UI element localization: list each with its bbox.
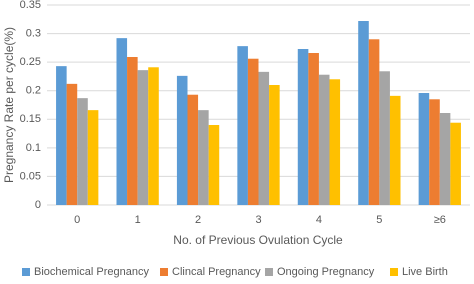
bar [208, 125, 220, 205]
x-tick-label: ≥6 [434, 214, 446, 226]
y-tick-label: 0.2 [26, 85, 41, 97]
legend-swatch [22, 268, 30, 276]
bar [450, 122, 461, 205]
bar [237, 46, 248, 206]
bar [379, 71, 390, 206]
bar [258, 71, 270, 205]
bar [358, 21, 369, 205]
legend-label: Live Birth [402, 266, 448, 278]
legend-swatch [265, 268, 273, 276]
bar [439, 113, 451, 205]
legend-label: Ongoing Pregnancy [277, 266, 375, 278]
bar [308, 53, 319, 205]
x-tick-label: 5 [376, 214, 382, 226]
bar [198, 110, 209, 205]
x-tick-label: 1 [135, 214, 141, 226]
legend-swatch [390, 268, 398, 276]
bar [418, 93, 430, 205]
bar [187, 94, 199, 205]
x-tick-label: 3 [255, 214, 261, 226]
y-tick-label: 0.05 [20, 170, 41, 182]
y-tick-label: 0 [35, 199, 41, 211]
y-tick-label: 0.15 [20, 113, 41, 125]
legend-label: Clincal Pregnancy [172, 266, 261, 278]
legend-swatch [160, 268, 168, 276]
bar [329, 79, 341, 205]
bar [297, 49, 309, 205]
bar [137, 70, 149, 206]
bar [66, 83, 78, 205]
bar [127, 57, 138, 205]
bar [77, 98, 88, 205]
x-tick-label: 4 [316, 214, 322, 226]
x-tick-label: 2 [195, 214, 201, 226]
bar [318, 74, 330, 205]
y-axis-title: Pregnancy Rate per cycle(%) [2, 27, 16, 183]
bar [116, 38, 128, 206]
y-tick-label: 0.35 [20, 0, 41, 11]
bar [247, 58, 259, 205]
bar [87, 110, 99, 205]
bar [389, 95, 401, 205]
x-axis-title: No. of Previous Ovulation Cycle [173, 233, 343, 247]
bar [148, 67, 159, 206]
bar [176, 75, 188, 205]
x-tick-label: 0 [74, 214, 80, 226]
bar [368, 39, 380, 206]
bar [56, 66, 67, 206]
y-tick-label: 0.25 [20, 56, 41, 68]
y-tick-label: 0.1 [26, 142, 41, 154]
legend-label: Biochemical Pregnancy [34, 266, 149, 278]
bar [429, 99, 440, 205]
y-tick-label: 0.3 [26, 27, 41, 39]
bar [269, 85, 280, 205]
